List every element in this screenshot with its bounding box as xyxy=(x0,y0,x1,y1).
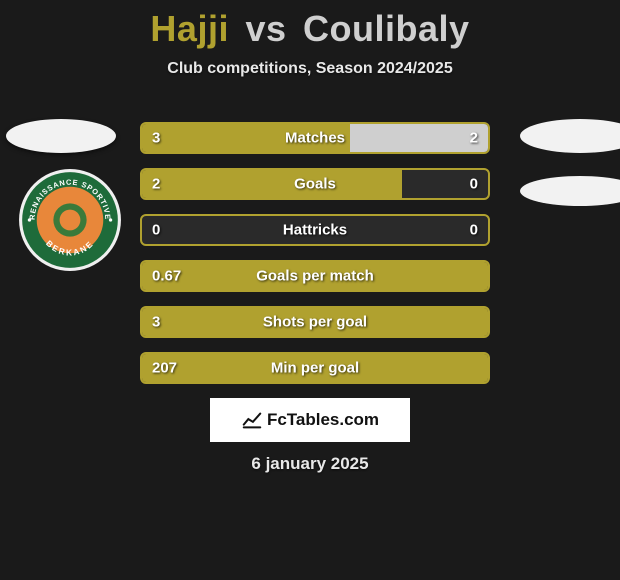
stat-label: Min per goal xyxy=(271,360,359,377)
comparison-title: Hajji vs Coulibaly xyxy=(0,0,620,50)
stat-value-left: 207 xyxy=(152,360,177,377)
player2-club-placeholder xyxy=(520,176,620,206)
stat-value-left: 0.67 xyxy=(152,268,181,285)
stat-value-right: 0 xyxy=(470,176,478,193)
stat-bar-fill-right xyxy=(350,124,488,152)
stat-label: Goals xyxy=(294,176,336,193)
stat-value-left: 0 xyxy=(152,222,160,239)
stat-bar-fill-left xyxy=(142,170,402,198)
stat-bars-container: 3 2 Matches 2 0 Goals 0 0 Hattricks 0.67 Goals per… xyxy=(140,122,490,398)
vs-label: vs xyxy=(245,8,286,49)
stat-bar-row: 3 Shots per goal xyxy=(140,306,490,338)
stat-value-right: 0 xyxy=(470,222,478,239)
stat-bar-row: 2 0 Goals xyxy=(140,168,490,200)
player2-avatar-placeholder xyxy=(520,119,620,153)
player2-name: Coulibaly xyxy=(303,8,470,49)
stat-label: Hattricks xyxy=(283,222,347,239)
player1-club-badge: RENAISSANCE SPORTIVE BERKANE xyxy=(18,168,122,272)
branding-text: FcTables.com xyxy=(267,410,379,430)
stat-value-left: 3 xyxy=(152,130,160,147)
stat-bar-row: 3 2 Matches xyxy=(140,122,490,154)
stat-label: Shots per goal xyxy=(263,314,367,331)
stat-bar-row: 207 Min per goal xyxy=(140,352,490,384)
stat-bar-row: 0 0 Hattricks xyxy=(140,214,490,246)
stat-label: Goals per match xyxy=(256,268,374,285)
branding-icon xyxy=(241,409,263,431)
stat-value-left: 3 xyxy=(152,314,160,331)
player1-name: Hajji xyxy=(150,8,229,49)
stat-value-right: 2 xyxy=(470,130,478,147)
stat-value-left: 2 xyxy=(152,176,160,193)
stat-bar-row: 0.67 Goals per match xyxy=(140,260,490,292)
branding-badge: FcTables.com xyxy=(210,398,410,442)
subtitle: Club competitions, Season 2024/2025 xyxy=(0,60,620,78)
player1-avatar-placeholder xyxy=(6,119,116,153)
stat-label: Matches xyxy=(285,130,345,147)
date-label: 6 january 2025 xyxy=(251,454,368,474)
